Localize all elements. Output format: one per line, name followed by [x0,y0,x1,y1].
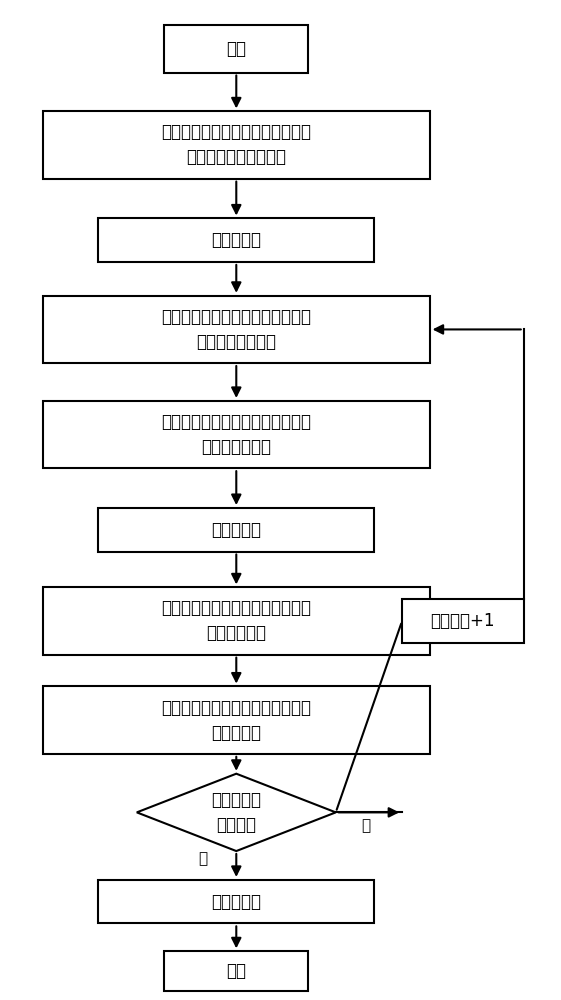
Text: 输出最优解: 输出最优解 [211,893,261,911]
Bar [164,951,308,991]
Polygon shape [137,774,336,851]
Text: 迭代次数+1: 迭代次数+1 [431,612,495,630]
Text: 开始: 开始 [226,40,246,58]
Bar [43,587,430,655]
Text: 换流器赋值: 换流器赋值 [211,231,261,249]
Bar [43,686,430,754]
Text: 结束: 结束 [226,962,246,980]
Text: 达到最大迭
代次数？: 达到最大迭 代次数？ [211,791,261,834]
Text: 否: 否 [362,818,371,833]
Text: 与上一次迭代比较，确保最优位置
和网损最小: 与上一次迭代比较，确保最优位置 和网损最小 [161,699,311,742]
Bar [98,508,374,552]
Bar [43,401,430,468]
Text: 改进交替迭代法计算潮流并重新计
算目标函数值: 改进交替迭代法计算潮流并重新计 算目标函数值 [161,599,311,642]
Bar [43,111,430,179]
Text: 初始化交、直系统，随机生成粒子
群并初始化位置和速度: 初始化交、直系统，随机生成粒子 群并初始化位置和速度 [161,123,311,166]
Bar [402,599,523,643]
Bar [98,218,374,262]
Text: 换流器赋值: 换流器赋值 [211,521,261,539]
Bar [98,880,374,923]
Text: 更新粒子速度，更新个体最优位置
和全局最优位置: 更新粒子速度，更新个体最优位置 和全局最优位置 [161,413,311,456]
Text: 采用改进交替迭代法进行潮流计算
并求解目标函数值: 采用改进交替迭代法进行潮流计算 并求解目标函数值 [161,308,311,351]
Bar [43,296,430,363]
Bar [164,25,308,73]
Text: 是: 是 [199,851,208,866]
